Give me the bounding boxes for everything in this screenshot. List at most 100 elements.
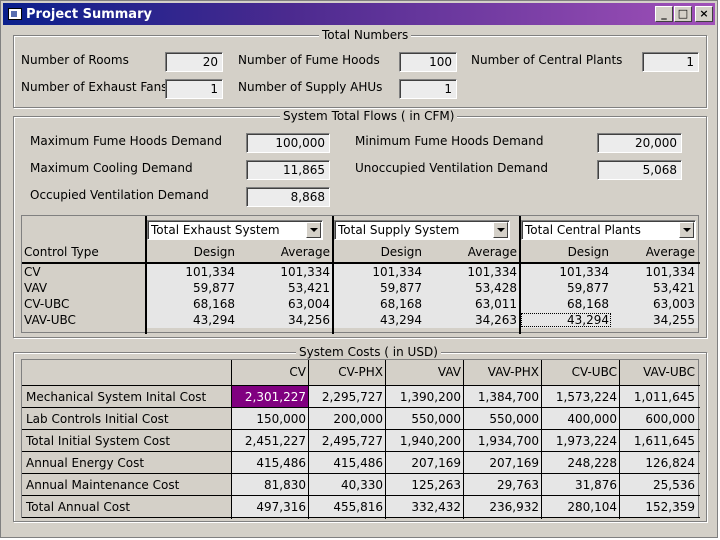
table-cell[interactable]: 63,004 [238, 296, 333, 312]
title-bar[interactable]: Project Summary _ □ × [3, 3, 715, 25]
table-cell[interactable]: 53,421 [238, 280, 333, 296]
table-cell[interactable]: 248,228 [542, 452, 620, 474]
table-cell[interactable]: 34,256 [238, 312, 333, 328]
table-cell[interactable]: 207,169 [464, 452, 542, 474]
table-cell[interactable]: 68,168 [146, 296, 238, 312]
table-cell[interactable]: 1,973,224 [542, 430, 620, 452]
table-cell[interactable]: 1,940,200 [386, 430, 464, 452]
table-cell[interactable]: 68,168 [333, 296, 425, 312]
table-cell[interactable]: 31,876 [542, 474, 620, 496]
table-cell[interactable]: 101,334 [146, 264, 238, 280]
group-title: System Total Flows ( in CFM) [280, 109, 458, 123]
table-cell[interactable]: 200,000 [309, 408, 386, 430]
table-cell[interactable]: 101,334 [520, 264, 612, 280]
fume-hoods-label: Number of Fume Hoods [238, 53, 380, 67]
table-cell[interactable]: 1,011,645 [620, 386, 698, 408]
table-cell[interactable]: 40,330 [309, 474, 386, 496]
table-cell[interactable]: 43,294 [333, 312, 425, 328]
table-cell[interactable]: 2,301,227 [232, 386, 309, 408]
table-cell[interactable]: 236,932 [464, 496, 542, 518]
table-cell[interactable]: 34,263 [425, 312, 520, 328]
column-header: Design [146, 242, 238, 262]
table-cell[interactable]: 53,421 [612, 280, 698, 296]
table-cell[interactable]: 1,390,200 [386, 386, 464, 408]
supply-ahus-value: 1 [399, 79, 457, 99]
close-button[interactable]: × [695, 6, 713, 22]
supply-system-select[interactable]: Total Supply System [334, 220, 510, 240]
table-cell[interactable]: 59,877 [333, 280, 425, 296]
table-cell[interactable]: 101,334 [425, 264, 520, 280]
row-header: Annual Maintenance Cost [23, 474, 231, 496]
exhaust-fans-label: Number of Exhaust Fans [21, 80, 168, 94]
table-cell[interactable]: 400,000 [542, 408, 620, 430]
max-fume-label: Maximum Fume Hoods Demand [30, 134, 222, 148]
chevron-down-icon[interactable] [493, 222, 508, 238]
central-plants-label: Number of Central Plants [471, 53, 623, 67]
table-cell[interactable]: 63,011 [425, 296, 520, 312]
table-cell[interactable]: 600,000 [620, 408, 698, 430]
occupied-value: 8,868 [246, 187, 330, 207]
table-cell[interactable]: 207,169 [386, 452, 464, 474]
table-cell[interactable]: 59,877 [520, 280, 612, 296]
central-plants-select[interactable]: Total Central Plants [521, 220, 696, 240]
chevron-down-icon[interactable] [679, 222, 694, 238]
row-header: VAV-UBC [24, 312, 144, 328]
column-header: CV-PHX [309, 360, 386, 384]
table-cell[interactable]: 81,830 [232, 474, 309, 496]
table-cell[interactable]: 43,294 [146, 312, 238, 328]
grid-line [619, 360, 620, 519]
table-cell[interactable]: 497,316 [232, 496, 309, 518]
app-icon [8, 8, 22, 20]
grid-line [520, 216, 521, 334]
minimize-button[interactable]: _ [655, 6, 673, 22]
group-title: Total Numbers [319, 28, 412, 42]
table-cell[interactable]: 550,000 [386, 408, 464, 430]
column-header: CV-UBC [542, 360, 620, 384]
maximize-button[interactable]: □ [674, 6, 692, 22]
table-cell[interactable]: 152,359 [620, 496, 698, 518]
grid-line [22, 517, 700, 518]
table-cell[interactable]: 2,451,227 [232, 430, 309, 452]
chevron-down-icon[interactable] [306, 222, 321, 238]
row-header: Total Annual Cost [23, 496, 231, 518]
exhaust-system-select[interactable]: Total Exhaust System [147, 220, 323, 240]
grid-line [145, 216, 146, 334]
table-cell[interactable]: 1,573,224 [542, 386, 620, 408]
row-header: Mechanical System Inital Cost [23, 386, 231, 408]
table-cell[interactable]: 280,104 [542, 496, 620, 518]
table-cell[interactable]: 101,334 [612, 264, 698, 280]
table-cell[interactable]: 1,611,645 [620, 430, 698, 452]
grid-line [308, 360, 309, 519]
table-cell[interactable]: 1,384,700 [464, 386, 542, 408]
table-cell[interactable]: 126,824 [620, 452, 698, 474]
table-cell[interactable]: 101,334 [238, 264, 333, 280]
unoccupied-label: Unoccupied Ventilation Demand [355, 161, 548, 175]
table-cell[interactable]: 43,294 [520, 312, 612, 328]
table-cell[interactable]: 63,003 [612, 296, 698, 312]
table-cell[interactable]: 2,295,727 [309, 386, 386, 408]
table-cell[interactable]: 101,334 [333, 264, 425, 280]
table-cell[interactable]: 455,816 [309, 496, 386, 518]
grid-line [22, 429, 700, 430]
costs-grid: CV CV-PHX VAV VAV-PHX CV-UBC VAV-UBC Mechanica… [21, 359, 700, 519]
grid-line [22, 263, 700, 264]
max-cooling-label: Maximum Cooling Demand [30, 161, 193, 175]
table-cell[interactable]: 1,934,700 [464, 430, 542, 452]
table-cell[interactable]: 59,877 [146, 280, 238, 296]
table-cell[interactable]: 68,168 [520, 296, 612, 312]
table-cell[interactable]: 550,000 [464, 408, 542, 430]
table-cell[interactable]: 25,536 [620, 474, 698, 496]
max-fume-value: 100,000 [246, 133, 330, 153]
table-cell[interactable]: 53,428 [425, 280, 520, 296]
table-cell[interactable]: 150,000 [232, 408, 309, 430]
grid-line [22, 451, 700, 452]
system-costs-group: System Costs ( in USD) [13, 345, 707, 522]
table-cell[interactable]: 2,495,727 [309, 430, 386, 452]
table-cell[interactable]: 415,486 [232, 452, 309, 474]
table-cell[interactable]: 34,255 [612, 312, 698, 328]
table-cell[interactable]: 125,263 [386, 474, 464, 496]
table-cell[interactable]: 415,486 [309, 452, 386, 474]
table-cell[interactable]: 332,432 [386, 496, 464, 518]
column-header: VAV-UBC [620, 360, 698, 384]
table-cell[interactable]: 29,763 [464, 474, 542, 496]
